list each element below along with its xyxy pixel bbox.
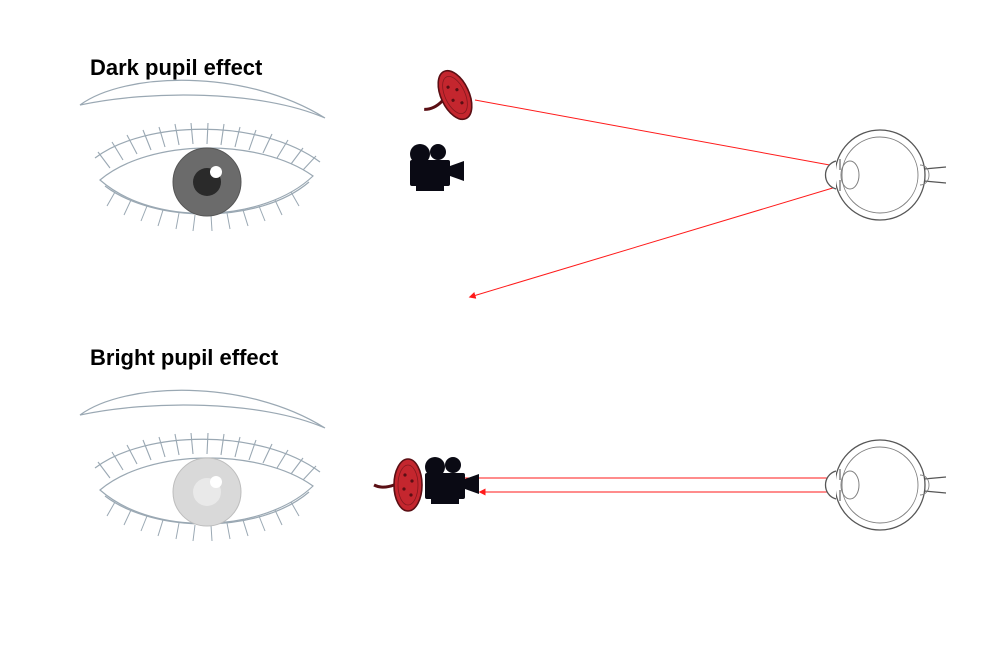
ir-light-icon-bright xyxy=(374,459,422,511)
eyeball-cross-section-dark xyxy=(826,130,947,220)
ir-light-icon-dark xyxy=(413,66,478,133)
eyeball-cross-section-bright xyxy=(826,440,947,530)
diagram-svg xyxy=(0,0,1000,667)
eye-illustration-bright xyxy=(80,390,325,541)
camera-icon-bright xyxy=(425,457,479,504)
diagram-canvas: Dark pupil effect Bright pupil effect xyxy=(0,0,1000,667)
eye-illustration-dark xyxy=(80,80,325,231)
camera-icon-dark xyxy=(410,144,464,191)
